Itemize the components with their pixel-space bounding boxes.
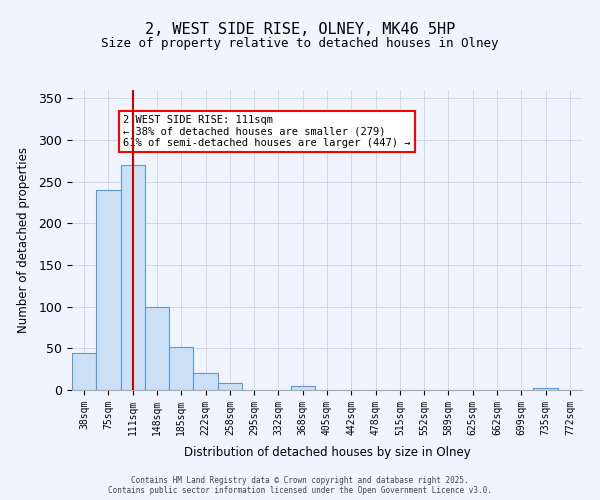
- Text: Contains HM Land Registry data © Crown copyright and database right 2025.
Contai: Contains HM Land Registry data © Crown c…: [108, 476, 492, 495]
- Bar: [290, 386, 315, 390]
- X-axis label: Distribution of detached houses by size in Olney: Distribution of detached houses by size …: [184, 446, 470, 459]
- Bar: [96, 190, 121, 390]
- Bar: [169, 346, 193, 390]
- Bar: [193, 374, 218, 390]
- Text: 2 WEST SIDE RISE: 111sqm
← 38% of detached houses are smaller (279)
61% of semi-: 2 WEST SIDE RISE: 111sqm ← 38% of detach…: [123, 115, 410, 148]
- Bar: [218, 384, 242, 390]
- Bar: [145, 306, 169, 390]
- Text: Size of property relative to detached houses in Olney: Size of property relative to detached ho…: [101, 38, 499, 51]
- Bar: [72, 352, 96, 390]
- Bar: [121, 165, 145, 390]
- Y-axis label: Number of detached properties: Number of detached properties: [17, 147, 30, 333]
- Text: 2, WEST SIDE RISE, OLNEY, MK46 5HP: 2, WEST SIDE RISE, OLNEY, MK46 5HP: [145, 22, 455, 38]
- Bar: [533, 388, 558, 390]
